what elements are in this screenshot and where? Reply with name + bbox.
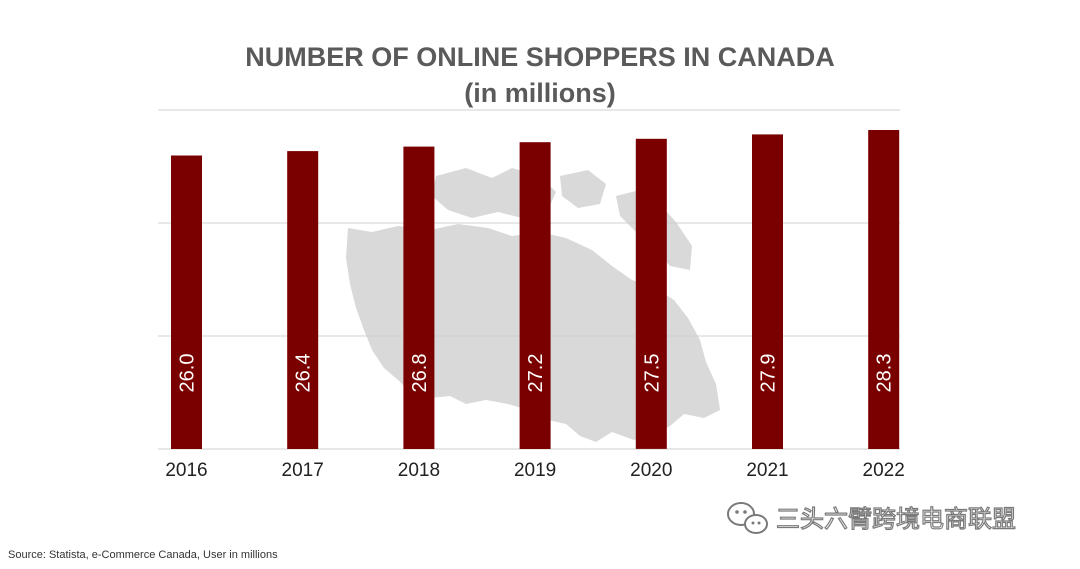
bar-2017	[287, 151, 319, 449]
chart-subtitle: (in millions)	[464, 78, 616, 108]
data-label: 26.0	[177, 354, 199, 393]
bar-2020	[635, 138, 667, 449]
x-tick-label: 2018	[398, 460, 440, 481]
x-tick-label: 2020	[630, 460, 672, 481]
bar-2021	[752, 134, 783, 449]
data-label: 26.8	[409, 354, 431, 393]
x-tick-labels: 2016 2017 2018 2019 2020 2021 2022	[165, 460, 904, 481]
bars	[171, 130, 900, 449]
data-labels: 26.0 26.4 26.8 27.2 27.5 27.9 28.3	[177, 354, 896, 393]
watermark: 三头六臂跨境电商联盟	[727, 502, 1017, 534]
wechat-icon	[727, 502, 768, 534]
bar-2016	[171, 155, 202, 449]
x-tick-label: 2017	[282, 460, 324, 481]
data-label: 27.5	[641, 354, 663, 393]
data-label: 26.4	[293, 354, 315, 393]
data-label: 28.3	[874, 354, 896, 393]
x-tick-label: 2019	[514, 460, 556, 481]
bar-2019	[519, 142, 551, 449]
bar-2018	[403, 146, 435, 449]
data-label: 27.2	[525, 354, 547, 393]
data-label: 27.9	[758, 354, 780, 393]
chart-title: NUMBER OF ONLINE SHOPPERS IN CANADA	[245, 42, 835, 72]
bar-2022	[868, 130, 900, 449]
x-tick-label: 2016	[165, 460, 207, 481]
x-tick-label: 2021	[746, 460, 788, 481]
watermark-text: 三头六臂跨境电商联盟	[776, 506, 1016, 533]
x-tick-label: 2022	[863, 460, 905, 481]
source-note: Source: Statista, e-Commerce Canada, Use…	[8, 549, 278, 561]
